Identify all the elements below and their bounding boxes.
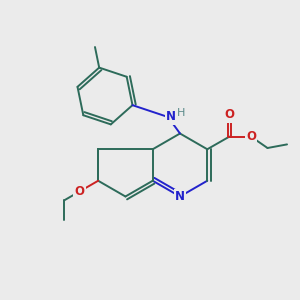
Text: O: O (74, 185, 85, 198)
Text: O: O (246, 130, 256, 143)
Text: H: H (176, 108, 185, 118)
Text: O: O (224, 109, 234, 122)
Text: N: N (175, 190, 185, 203)
Text: N: N (166, 110, 176, 124)
